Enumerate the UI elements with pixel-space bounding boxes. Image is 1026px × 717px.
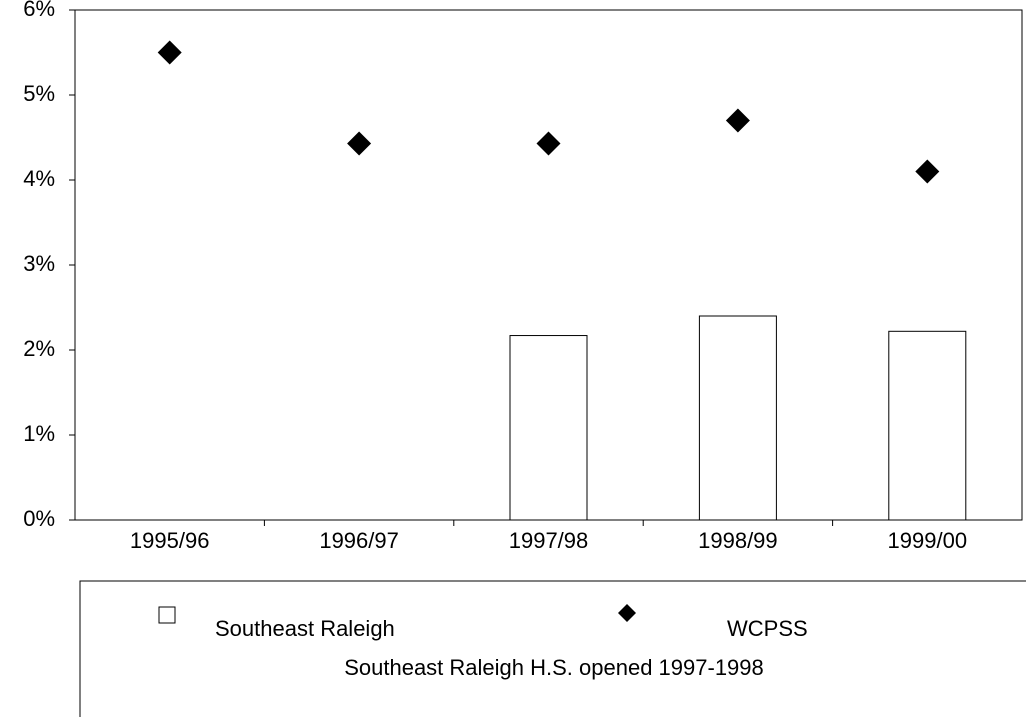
annotation: Southeast Raleigh H.S. opened 1997-1998 xyxy=(344,655,764,680)
bar xyxy=(888,330,967,521)
y-tick-label: 6% xyxy=(23,0,55,21)
marker xyxy=(536,131,561,156)
bar xyxy=(698,315,777,521)
marker xyxy=(347,131,372,156)
y-tick-label: 4% xyxy=(23,166,55,191)
y-tick-label: 1% xyxy=(23,421,55,446)
y-tick-label: 5% xyxy=(23,81,55,106)
y-tick-label: 3% xyxy=(23,251,55,276)
y-tick-label: 2% xyxy=(23,336,55,361)
bar xyxy=(509,335,588,521)
x-tick-label: 1997/98 xyxy=(509,528,589,553)
legend-label: WCPSS xyxy=(727,616,808,641)
x-tick-label: 1998/99 xyxy=(698,528,778,553)
x-tick-label: 1999/00 xyxy=(888,528,968,553)
x-tick-label: 1995/96 xyxy=(130,528,210,553)
legend-swatch xyxy=(158,606,176,624)
legend-label: Southeast Raleigh xyxy=(215,616,395,641)
marker xyxy=(157,40,182,65)
marker xyxy=(725,108,750,133)
legend-frame xyxy=(79,580,1026,717)
marker xyxy=(915,159,940,184)
legend-swatch xyxy=(618,604,636,622)
y-tick-label: 0% xyxy=(23,506,55,531)
x-tick-label: 1996/97 xyxy=(319,528,399,553)
